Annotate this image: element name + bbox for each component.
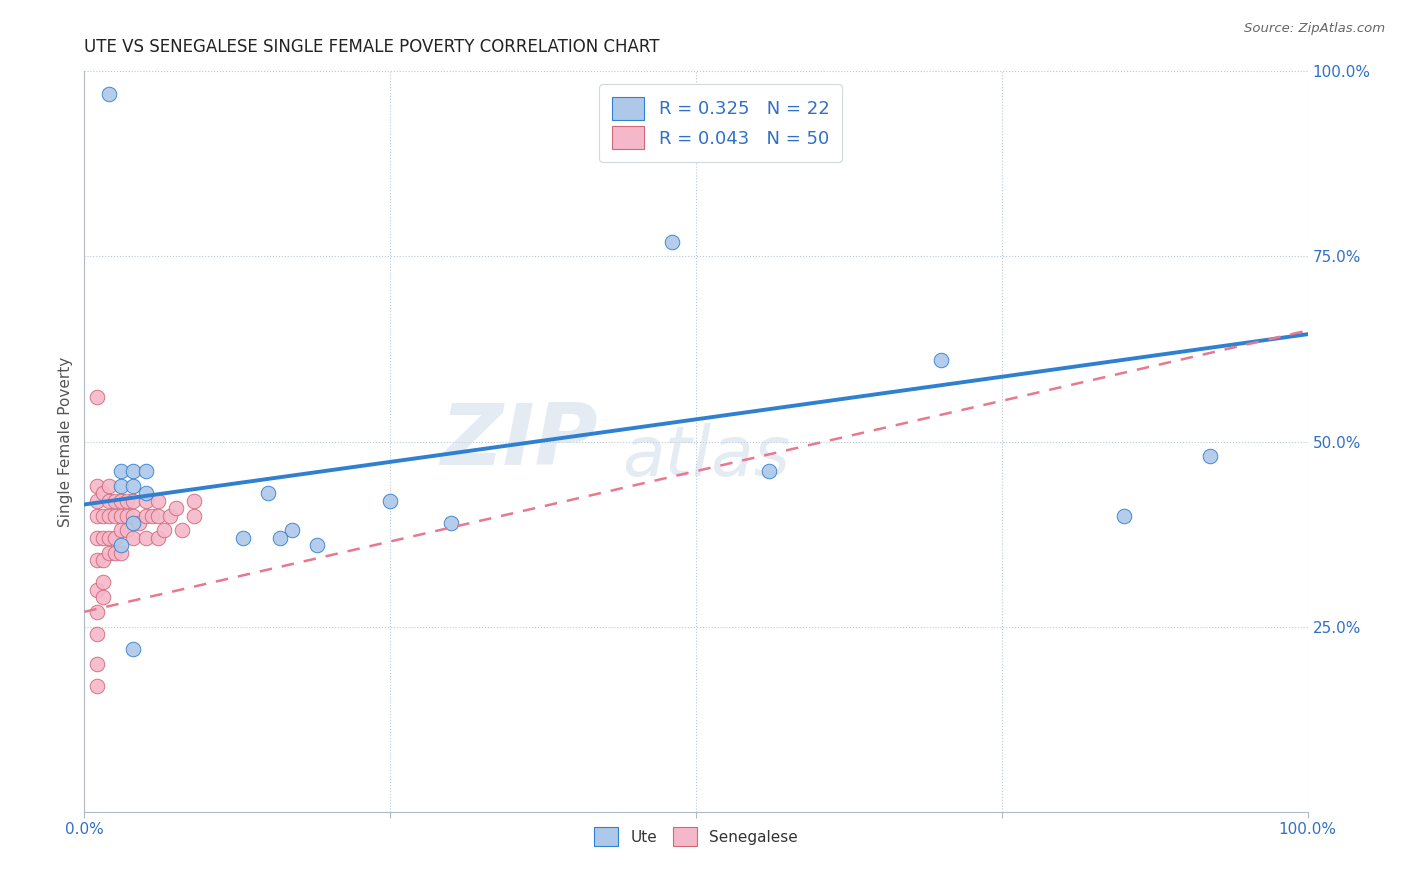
Point <box>86 605 108 619</box>
Point <box>128 516 150 530</box>
Point <box>115 508 138 523</box>
Point <box>86 493 108 508</box>
Point <box>104 493 127 508</box>
Point <box>86 627 108 641</box>
Point <box>122 508 145 523</box>
Point <box>141 508 163 523</box>
Y-axis label: Single Female Poverty: Single Female Poverty <box>58 357 73 526</box>
Text: atlas: atlas <box>623 423 790 490</box>
Point <box>183 508 205 523</box>
Point <box>97 479 120 493</box>
Point <box>135 486 157 500</box>
Point <box>91 486 114 500</box>
Point <box>257 486 280 500</box>
Point <box>115 524 138 538</box>
Point <box>146 508 169 523</box>
Point <box>1198 450 1220 464</box>
Point <box>110 464 132 478</box>
Point <box>122 464 145 478</box>
Point <box>135 493 157 508</box>
Point <box>122 479 145 493</box>
Point <box>146 493 169 508</box>
Point <box>104 531 127 545</box>
Point <box>232 531 254 545</box>
Point <box>122 493 145 508</box>
Point <box>305 538 328 552</box>
Point <box>661 235 683 249</box>
Point <box>115 493 138 508</box>
Point <box>758 464 780 478</box>
Legend: Ute, Senegalese: Ute, Senegalese <box>588 822 804 852</box>
Text: Source: ZipAtlas.com: Source: ZipAtlas.com <box>1244 22 1385 36</box>
Point <box>86 531 108 545</box>
Point <box>135 464 157 478</box>
Point <box>110 524 132 538</box>
Text: ZIP: ZIP <box>440 400 598 483</box>
Point <box>110 493 132 508</box>
Point <box>110 508 132 523</box>
Point <box>91 553 114 567</box>
Point <box>135 531 157 545</box>
Point <box>135 508 157 523</box>
Point <box>86 390 108 404</box>
Point <box>122 516 145 530</box>
Point <box>172 524 194 538</box>
Point <box>440 516 463 530</box>
Point <box>1114 508 1136 523</box>
Point <box>183 493 205 508</box>
Point <box>91 508 114 523</box>
Point <box>104 508 127 523</box>
Point <box>104 546 127 560</box>
Point <box>146 531 169 545</box>
Point <box>86 657 108 671</box>
Point <box>110 479 132 493</box>
Point <box>91 590 114 604</box>
Point <box>122 531 145 545</box>
Point <box>97 87 120 101</box>
Point <box>97 546 120 560</box>
Point <box>110 538 132 552</box>
Point <box>86 479 108 493</box>
Point <box>86 553 108 567</box>
Point <box>86 679 108 693</box>
Point <box>380 493 402 508</box>
Point <box>165 501 187 516</box>
Point <box>97 508 120 523</box>
Point <box>91 531 114 545</box>
Point <box>281 524 304 538</box>
Text: UTE VS SENEGALESE SINGLE FEMALE POVERTY CORRELATION CHART: UTE VS SENEGALESE SINGLE FEMALE POVERTY … <box>84 38 659 56</box>
Point <box>122 641 145 656</box>
Point <box>159 508 181 523</box>
Point <box>86 508 108 523</box>
Point <box>97 531 120 545</box>
Point <box>269 531 291 545</box>
Point <box>97 493 120 508</box>
Point <box>153 524 176 538</box>
Point <box>110 546 132 560</box>
Point <box>929 353 952 368</box>
Point <box>86 582 108 597</box>
Point <box>91 575 114 590</box>
